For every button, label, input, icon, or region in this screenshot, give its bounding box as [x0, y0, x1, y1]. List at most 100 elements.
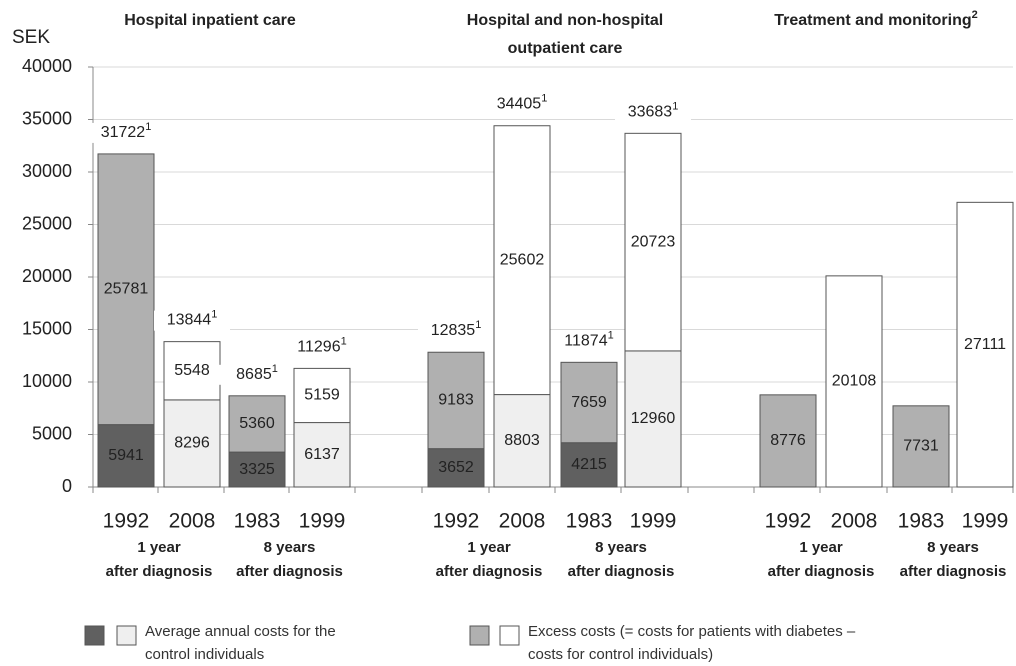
- value-label: 5360: [239, 415, 275, 432]
- y-tick-label: 35000: [22, 108, 72, 128]
- bar-segment: [560, 442, 618, 488]
- total-label: 336831: [628, 100, 679, 120]
- value-label: 25781: [104, 280, 149, 297]
- total-label-bg: [88, 122, 164, 143]
- group-label: 8 years: [927, 539, 979, 556]
- value-label: 8803: [504, 432, 540, 449]
- value-label: 5548: [174, 362, 210, 379]
- group-label: after diagnosis: [436, 563, 543, 580]
- value-label: 7659: [571, 394, 607, 411]
- legend-swatch: [469, 625, 490, 646]
- x-tick-label: 1992: [103, 510, 150, 533]
- y-tick-label: 10000: [22, 371, 72, 391]
- panel-title: outpatient care: [508, 40, 623, 57]
- total-note: 1: [341, 335, 347, 347]
- x-tick-label: 1999: [962, 510, 1009, 533]
- bar-segment: [825, 275, 883, 488]
- value-label: 20723: [631, 233, 676, 250]
- x-tick-label: 2008: [831, 510, 878, 533]
- value-label: 6137: [304, 446, 340, 463]
- x-tick-label: 1992: [433, 510, 480, 533]
- total-note: 1: [272, 363, 278, 375]
- bar-segment: [228, 451, 286, 488]
- bar-segment: [228, 395, 286, 453]
- total-value: 34405: [497, 96, 542, 113]
- x-tick-label: 1983: [898, 510, 945, 533]
- total-value: 33683: [628, 104, 673, 121]
- total-note: 1: [145, 121, 151, 133]
- bar-segment: [560, 361, 618, 444]
- total-value: 11296: [297, 339, 340, 356]
- value-label: 4215: [571, 456, 607, 473]
- bar-segment: [624, 350, 682, 488]
- total-note: 1: [541, 93, 547, 105]
- panel-title-text: Hospital inpatient care: [124, 12, 296, 29]
- panel-title: Hospital inpatient care: [124, 12, 296, 29]
- value-label: 8776: [770, 432, 806, 449]
- total-note: 1: [211, 309, 217, 321]
- bar-segment: [892, 405, 950, 488]
- total-label-bg: [418, 321, 494, 342]
- bar-segment: [493, 394, 551, 488]
- x-tick-label: 1983: [234, 510, 281, 533]
- bar-segment: [293, 367, 351, 424]
- group-label: 8 years: [595, 539, 647, 556]
- legend-label: Average annual costs for the control ind…: [145, 623, 336, 663]
- bar-segment: [624, 132, 682, 352]
- x-tick-label: 2008: [169, 510, 216, 533]
- group-label: 1 year: [137, 539, 181, 556]
- total-label-bg: [219, 364, 295, 385]
- total-label-bg: [551, 331, 627, 352]
- total-label-bg: [615, 102, 691, 123]
- y-tick-label: 0: [62, 476, 72, 496]
- total-label: 128351: [431, 319, 482, 339]
- y-tick-label: 15000: [22, 318, 72, 338]
- group-label: 1 year: [467, 539, 511, 556]
- bar-segment: [956, 201, 1014, 488]
- total-note: 1: [608, 329, 614, 341]
- total-label-bg: [284, 337, 360, 358]
- total-value: 11874: [564, 333, 607, 350]
- x-tick-label: 2008: [499, 510, 546, 533]
- value-label: 9183: [438, 392, 474, 409]
- value-label: 3652: [438, 459, 474, 476]
- group-label: after diagnosis: [900, 563, 1007, 580]
- y-tick-label: 40000: [22, 56, 72, 76]
- total-label: 112961: [297, 335, 346, 355]
- bar-segment: [427, 448, 485, 488]
- y-tick-label: 30000: [22, 161, 72, 181]
- bar-segment: [493, 125, 551, 396]
- legend-label: Excess costs (= costs for patients with …: [528, 623, 856, 663]
- bar-segment: [293, 422, 351, 488]
- total-label: 344051: [497, 93, 548, 113]
- x-tick-label: 1983: [566, 510, 613, 533]
- total-value: 31722: [101, 124, 146, 141]
- value-label: 5941: [108, 447, 144, 464]
- total-value: 8685: [236, 366, 272, 383]
- y-axis-label: SEK: [12, 27, 50, 48]
- y-tick-label: 25000: [22, 213, 72, 233]
- legend-swatch: [84, 625, 105, 646]
- total-value: 13844: [167, 312, 212, 329]
- panel-title-text: Treatment and monitoring: [774, 12, 971, 29]
- value-label: 5159: [304, 387, 340, 404]
- value-label: 3325: [239, 461, 275, 478]
- legend-swatch: [116, 625, 137, 646]
- value-label: 20108: [832, 373, 877, 390]
- panel-title-text: outpatient care: [508, 40, 623, 57]
- value-label: 7731: [903, 438, 939, 455]
- panel-title-text: Hospital and non-hospital: [467, 12, 663, 29]
- panel-title-note: 2: [972, 9, 978, 21]
- total-label: 138441: [167, 309, 218, 329]
- bar-segment: [163, 399, 221, 488]
- x-tick-label: 1999: [299, 510, 346, 533]
- total-label: 317221: [101, 121, 152, 141]
- x-tick-label: 1999: [630, 510, 677, 533]
- total-label-bg: [484, 94, 560, 115]
- total-value: 12835: [431, 322, 476, 339]
- y-tick-label: 5000: [32, 423, 72, 443]
- bar-segment: [97, 153, 155, 426]
- group-label: after diagnosis: [236, 563, 343, 580]
